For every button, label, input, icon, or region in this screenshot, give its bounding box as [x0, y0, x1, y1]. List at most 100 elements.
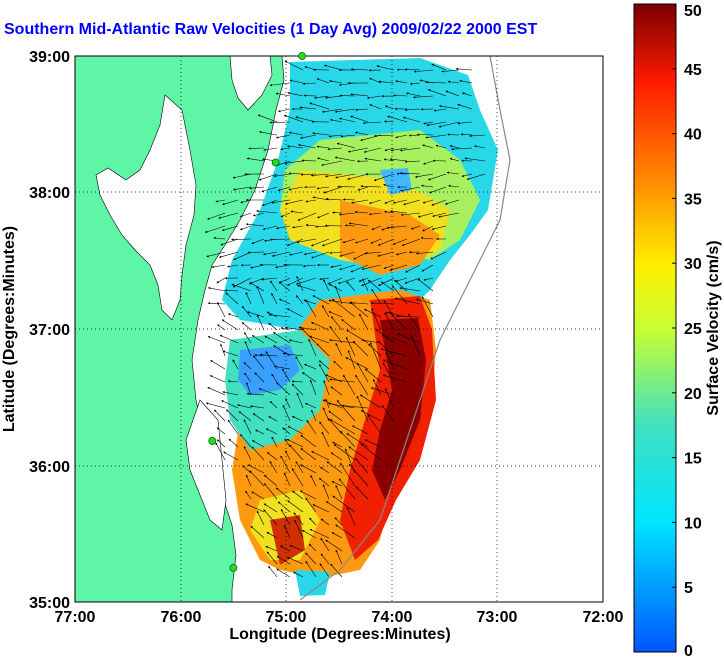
- velocity-vector: [222, 350, 239, 357]
- colorbar-tick-label: 15: [684, 451, 702, 468]
- velocity-vector: [266, 452, 278, 461]
- velocity-vector: [330, 452, 343, 461]
- velocity-vector: [207, 302, 226, 305]
- velocity-vector: [354, 210, 369, 214]
- velocity-vector: [355, 238, 369, 244]
- velocity-vector: [251, 491, 265, 500]
- velocity-vector: [226, 409, 239, 422]
- velocity-vector: [245, 490, 252, 500]
- velocity-vector: [331, 532, 343, 539]
- velocity-vector: [329, 79, 343, 84]
- velocity-vector: [310, 322, 330, 331]
- velocity-vector: [461, 173, 473, 178]
- velocity-vector: [362, 278, 369, 292]
- velocity-vector: [455, 67, 473, 71]
- velocity-vector: [305, 403, 317, 409]
- velocity-vector: [239, 225, 252, 231]
- velocity-vector: [289, 79, 304, 84]
- velocity-vector: [291, 383, 304, 396]
- velocity-vector: [364, 368, 382, 383]
- velocity-vector: [219, 334, 239, 344]
- velocity-vector: [331, 298, 356, 318]
- velocity-vector: [297, 284, 317, 292]
- velocity-vector: [360, 443, 382, 461]
- velocity-vector: [306, 419, 317, 435]
- velocity-vector: [223, 451, 239, 461]
- velocity-vector: [377, 251, 395, 257]
- velocity-vector: [282, 427, 291, 435]
- velocity-vector: [215, 199, 226, 203]
- velocity-vector: [271, 436, 278, 448]
- velocity-vector: [246, 382, 252, 396]
- velocity-vector: [207, 336, 226, 344]
- velocity-vector: [325, 398, 330, 409]
- velocity-vector: [335, 485, 343, 500]
- velocity-vector: [232, 359, 239, 370]
- velocity-vector: [270, 280, 278, 292]
- velocity-vector: [278, 281, 291, 292]
- velocity-vector: [327, 277, 343, 285]
- velocity-vector: [321, 160, 343, 167]
- velocity-vector: [422, 144, 434, 149]
- velocity-vector: [322, 407, 330, 422]
- velocity-vector: [320, 518, 330, 526]
- velocity-vector: [245, 503, 265, 513]
- velocity-vector: [322, 484, 330, 500]
- velocity-vector: [286, 308, 304, 318]
- velocity-vector: [466, 173, 486, 181]
- velocity-vector: [263, 503, 278, 513]
- velocity-vector: [250, 405, 265, 409]
- velocity-vector: [289, 545, 304, 552]
- velocity-vector: [251, 335, 265, 344]
- velocity-vector: [449, 145, 460, 149]
- velocity-vector: [321, 431, 330, 448]
- velocity-vector: [308, 338, 317, 357]
- velocity-vector: [427, 173, 447, 181]
- velocity-vector: [273, 345, 291, 357]
- velocity-vector: [240, 199, 252, 204]
- velocity-vector: [332, 495, 356, 513]
- velocity-vector: [282, 352, 304, 357]
- velocity-vector: [344, 224, 356, 227]
- velocity-vector: [325, 197, 343, 201]
- velocity-vector: [319, 277, 330, 281]
- velocity-vector: [271, 251, 291, 257]
- velocity-vector: [370, 301, 395, 305]
- velocity-vector: [351, 199, 369, 204]
- velocity-vector: [209, 375, 226, 383]
- velocity-vector: [316, 157, 330, 162]
- velocity-vector: [225, 292, 239, 305]
- velocity-vector: [265, 428, 278, 435]
- station-marker-4: [229, 563, 238, 572]
- velocity-vector: [287, 92, 304, 97]
- velocity-vector: [310, 173, 330, 177]
- velocity-vector: [252, 212, 265, 217]
- velocity-vector: [268, 416, 278, 422]
- velocity-vector: [301, 530, 317, 539]
- velocity-vector: [334, 156, 356, 162]
- velocity-vector: [350, 264, 369, 273]
- velocity-vector: [383, 264, 395, 270]
- velocity-vector: [384, 105, 395, 110]
- velocity-vector: [303, 251, 317, 256]
- velocity-vector: [252, 413, 265, 422]
- velocity-vector: [323, 380, 330, 396]
- velocity-vector: [299, 490, 317, 500]
- velocity-vector: [371, 308, 382, 331]
- velocity-vector: [271, 292, 278, 305]
- velocity-vector: [378, 80, 395, 84]
- velocity-vector: [283, 472, 291, 487]
- velocity-vector: [269, 121, 291, 124]
- velocity-vector: [322, 305, 330, 318]
- velocity-vector: [329, 419, 356, 435]
- velocity-vector: [311, 251, 330, 259]
- velocity-vector: [316, 343, 330, 357]
- velocity-vector: [300, 434, 317, 448]
- velocity-vector: [243, 362, 252, 370]
- velocity-vector: [273, 365, 291, 370]
- velocity-vector: [276, 382, 291, 396]
- velocity-vector: [414, 173, 434, 178]
- velocity-vector: [299, 106, 317, 110]
- velocity-vector: [363, 147, 382, 153]
- velocity-vector: [331, 481, 343, 487]
